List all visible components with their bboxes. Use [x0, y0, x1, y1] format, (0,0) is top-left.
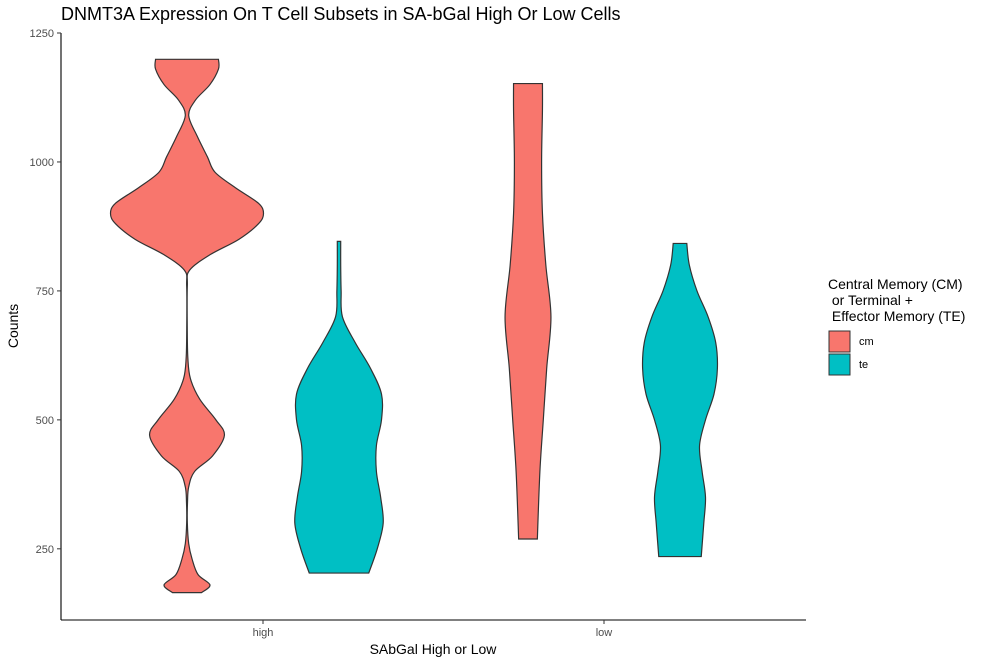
- legend-key-te: [828, 353, 851, 376]
- y-tick-label: 1250: [30, 28, 54, 40]
- y-tick-label: 750: [36, 286, 54, 298]
- violins-layer: [109, 58, 719, 594]
- y-axis-ticks: 250 500 750 1000 1250: [30, 28, 61, 556]
- x-tick-label: low: [596, 627, 613, 639]
- violin-low-cm: [504, 82, 552, 540]
- violin-high-cm: [109, 58, 265, 594]
- legend-title-line-2: or Terminal +: [828, 292, 913, 308]
- legend-label-te: te: [859, 359, 868, 371]
- y-tick-label: 500: [36, 415, 54, 427]
- chart-title: DNMT3A Expression On T Cell Subsets in S…: [61, 4, 621, 24]
- legend-title-line-3: Effector Memory (TE): [828, 308, 965, 324]
- x-tick-label: high: [253, 627, 274, 639]
- legend-label-cm: cm: [859, 336, 874, 348]
- legend-title-line-1: Central Memory (CM): [828, 276, 963, 292]
- y-tick-label: 250: [36, 544, 54, 556]
- x-axis-ticks: high low: [253, 620, 613, 639]
- legend-key-cm: [828, 330, 851, 353]
- y-axis-title: Counts: [5, 304, 21, 348]
- y-tick-label: 1000: [30, 157, 54, 169]
- violin-high-te: [294, 240, 384, 574]
- legend: Central Memory (CM) or Terminal + Effect…: [828, 276, 965, 376]
- x-axis-title: SAbGal High or Low: [370, 641, 498, 657]
- violin-low-te: [641, 242, 719, 558]
